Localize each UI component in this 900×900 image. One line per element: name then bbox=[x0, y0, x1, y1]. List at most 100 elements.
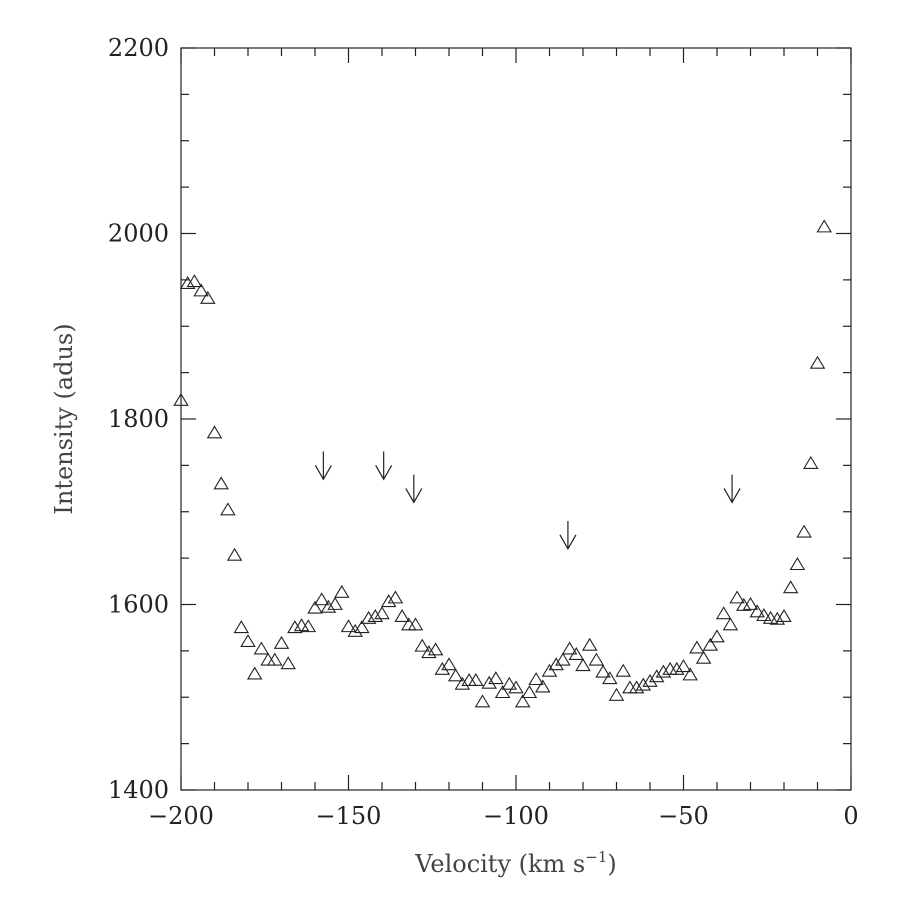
data-point bbox=[220, 502, 236, 516]
data-point bbox=[715, 606, 732, 620]
data-point bbox=[173, 392, 189, 406]
data-point bbox=[240, 634, 256, 648]
data-point bbox=[367, 608, 384, 622]
data-point bbox=[541, 663, 558, 677]
data-point bbox=[508, 680, 524, 694]
data-point bbox=[474, 694, 491, 708]
data-point bbox=[206, 425, 223, 439]
x-tick-label: −200 bbox=[148, 802, 214, 830]
data-point bbox=[548, 657, 564, 671]
data-point bbox=[494, 685, 511, 699]
data-point bbox=[334, 584, 350, 598]
x-axis-label: Velocity (km s−1) bbox=[414, 848, 617, 878]
data-point bbox=[555, 652, 571, 666]
data-point bbox=[742, 596, 759, 610]
data-point bbox=[729, 590, 745, 604]
data-point bbox=[441, 657, 457, 671]
data-point bbox=[816, 219, 832, 233]
data-point bbox=[709, 629, 725, 643]
data-point bbox=[193, 283, 209, 297]
data-point bbox=[179, 276, 196, 290]
data-point bbox=[722, 617, 739, 631]
data-point bbox=[501, 676, 518, 690]
y-tick-label: 1400 bbox=[108, 776, 169, 804]
data-point bbox=[756, 608, 772, 622]
data-point bbox=[736, 597, 752, 611]
data-point bbox=[360, 610, 377, 624]
data-point bbox=[414, 638, 430, 652]
data-point bbox=[447, 668, 464, 682]
x-axis-label-main: Velocity (km s bbox=[414, 850, 585, 878]
down-arrow bbox=[559, 521, 577, 551]
data-point bbox=[803, 455, 819, 469]
data-point bbox=[427, 642, 444, 656]
data-point bbox=[407, 617, 424, 631]
data-point bbox=[635, 677, 652, 691]
data-point bbox=[380, 594, 397, 608]
x-axis-label-superscript: −1 bbox=[585, 848, 607, 866]
data-point bbox=[602, 671, 618, 685]
data-point bbox=[394, 608, 410, 622]
down-arrow bbox=[375, 451, 393, 481]
data-point bbox=[595, 664, 611, 678]
y-axis-label: Intensity (adus) bbox=[50, 323, 78, 514]
axis-ticks bbox=[180, 47, 852, 791]
data-point bbox=[514, 694, 531, 708]
data-point bbox=[648, 669, 665, 683]
data-point bbox=[749, 604, 765, 618]
data-point bbox=[669, 661, 685, 675]
data-point bbox=[434, 661, 451, 675]
x-tick-label: −100 bbox=[483, 802, 549, 830]
down-arrow bbox=[405, 474, 423, 504]
data-point bbox=[702, 637, 719, 651]
data-point bbox=[622, 680, 638, 694]
data-point bbox=[213, 476, 229, 490]
feature-arrows bbox=[314, 451, 741, 551]
data-point bbox=[421, 645, 437, 659]
data-point bbox=[776, 608, 792, 622]
x-tick-labels: −200 −150 −100 −50 0 bbox=[148, 802, 859, 830]
data-point bbox=[762, 610, 779, 624]
data-point bbox=[535, 679, 551, 693]
data-point bbox=[561, 641, 578, 655]
data-point bbox=[246, 666, 263, 680]
data-points bbox=[173, 219, 832, 708]
data-point bbox=[320, 599, 337, 613]
arrow-head bbox=[375, 464, 393, 481]
data-point bbox=[340, 619, 357, 633]
data-point bbox=[280, 656, 296, 670]
data-point bbox=[689, 640, 705, 654]
y-tick-label: 1600 bbox=[108, 591, 169, 619]
data-point bbox=[267, 652, 283, 666]
data-point bbox=[588, 652, 605, 666]
y-tick-label: 2200 bbox=[108, 34, 169, 62]
y-tick-label: 2000 bbox=[108, 220, 169, 248]
data-point bbox=[789, 557, 806, 571]
data-point bbox=[568, 647, 585, 661]
data-point bbox=[454, 676, 471, 690]
data-point bbox=[615, 663, 631, 677]
data-point bbox=[354, 620, 370, 634]
data-point bbox=[313, 592, 330, 606]
data-point bbox=[521, 685, 538, 699]
data-point bbox=[233, 620, 250, 634]
data-point bbox=[796, 524, 812, 538]
data-point bbox=[327, 596, 343, 610]
data-point bbox=[581, 637, 598, 651]
data-point bbox=[675, 659, 692, 673]
data-point bbox=[468, 672, 484, 686]
data-point bbox=[695, 650, 712, 664]
x-axis-label-suffix: ) bbox=[607, 850, 616, 878]
data-point bbox=[655, 664, 672, 678]
data-point bbox=[528, 672, 544, 686]
data-point bbox=[253, 641, 270, 655]
y-tick-label: 1800 bbox=[108, 405, 169, 433]
arrow-head bbox=[405, 488, 423, 504]
data-point bbox=[374, 606, 390, 620]
data-point bbox=[782, 580, 799, 594]
data-point bbox=[682, 667, 698, 681]
data-point bbox=[401, 617, 417, 631]
arrow-head bbox=[314, 464, 332, 481]
x-tick-label: 0 bbox=[843, 802, 858, 830]
